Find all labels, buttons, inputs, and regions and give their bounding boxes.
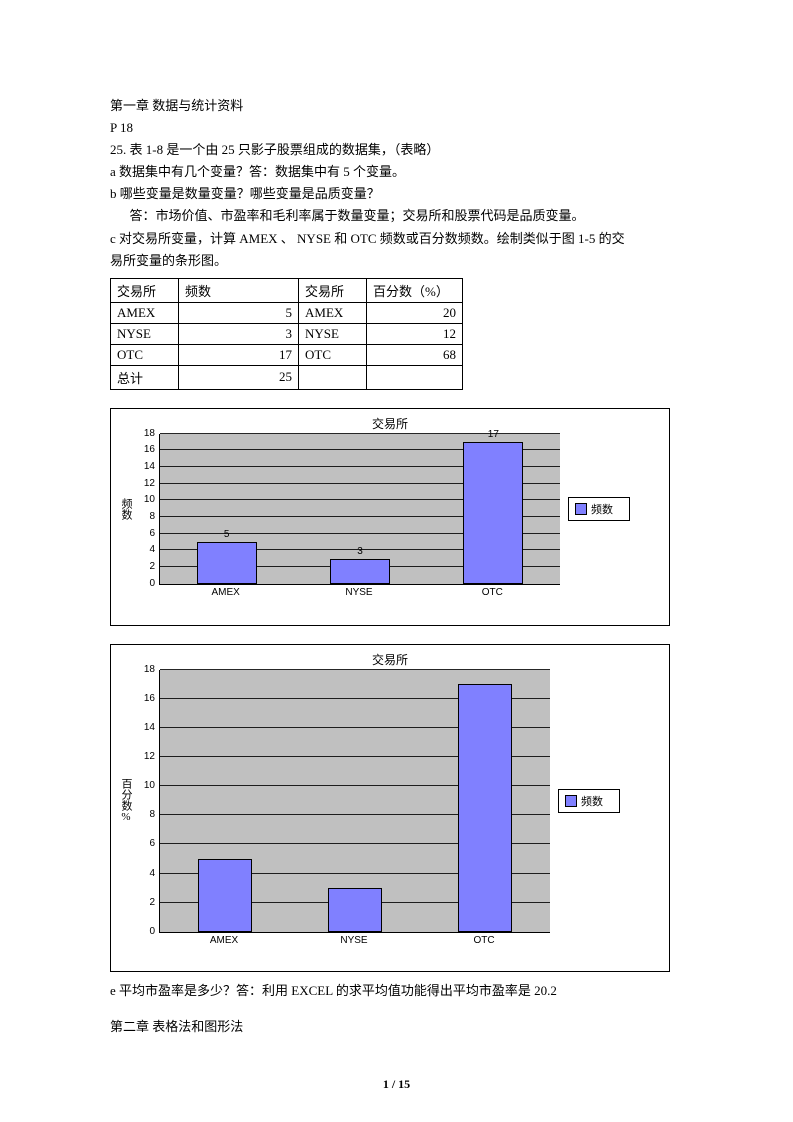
gridline [160,433,560,434]
x-tick: NYSE [292,584,425,598]
y-tick: 14 [144,461,155,472]
question-c-line2: 易所变量的条形图。 [110,250,683,272]
y-tick: 18 [144,428,155,439]
bar [197,542,257,584]
x-tick: NYSE [289,932,419,946]
table-cell: 3 [179,323,299,344]
y-tick: 4 [149,868,155,879]
table-cell: OTC [299,344,367,365]
bar [198,859,252,932]
x-tick: OTC [426,584,559,598]
table-header: 频数 [179,278,299,302]
frequency-bar-chart: 交易所频数0246810121416185317频数AMEXNYSEOTC [110,408,670,626]
legend-label: 频数 [591,501,613,517]
question-e: e 平均市盈率是多少？答：利用 EXCEL 的求平均值功能得出平均市盈率是 20… [110,980,683,1002]
bar [463,442,523,584]
legend: 频数 [568,497,630,521]
y-tick: 18 [144,664,155,675]
y-tick: 12 [144,478,155,489]
y-tick: 4 [149,544,155,555]
x-tick: AMEX [159,584,292,598]
table-cell: 68 [367,344,463,365]
table-cell: 5 [179,302,299,323]
legend-swatch [575,503,587,515]
table-cell: 12 [367,323,463,344]
bar [458,684,512,931]
table-cell: AMEX [111,302,179,323]
y-tick: 8 [149,809,155,820]
bar-value-label: 5 [224,529,230,540]
table-cell: 25 [179,365,299,389]
question-c-line1: c 对交易所变量，计算 AMEX 、 NYSE 和 OTC 频数或百分数频数。绘… [110,228,683,250]
y-tick: 6 [149,528,155,539]
percentage-bar-chart: 交易所百分数% 0 2 4 6 8 10 12 14 16 18 频数 AMEXNYSEOTC [110,644,670,972]
frequency-table: 交易所频数交易所百分数（%）AMEX5AMEX20NYSE3NYSE12OTC1… [110,278,463,390]
table-cell: NYSE [299,323,367,344]
page-number: 1 / 15 [383,1077,410,1091]
table-cell [367,365,463,389]
legend: 频数 [558,789,620,813]
y-tick: 10 [144,780,155,791]
bar-value-label: 17 [488,429,499,440]
table-cell: AMEX [299,302,367,323]
y-tick: 2 [149,897,155,908]
question-a: a 数据集中有几个变量？答：数据集中有 5 个变量。 [110,161,683,183]
y-tick: 16 [144,444,155,455]
y-axis-label: 百分数% [117,670,135,932]
y-tick: 2 [149,561,155,572]
chapter2-title: 第二章 表格法和图形法 [110,1016,683,1038]
chart-title: 交易所 [111,645,669,670]
y-tick: 6 [149,838,155,849]
chart-title: 交易所 [111,409,669,434]
y-tick: 14 [144,722,155,733]
y-tick: 12 [144,751,155,762]
x-tick: AMEX [159,932,289,946]
plot-area: 5317 [159,434,560,585]
y-tick: 16 [144,693,155,704]
bar [330,559,390,584]
chapter1-title: 第一章 数据与统计资料 [110,95,683,117]
y-tick: 8 [149,511,155,522]
table-cell [299,365,367,389]
y-tick: 0 [149,926,155,937]
y-tick: 10 [144,494,155,505]
plot-area [159,670,550,933]
question-25: 25. 表 1-8 是一个由 25 只影子股票组成的数据集，（表略） [110,139,683,161]
bar-value-label: 3 [357,546,363,557]
bar [328,888,382,932]
question-b: b 哪些变量是数量变量？哪些变量是品质变量？ [110,183,683,205]
table-cell: 20 [367,302,463,323]
page: 第一章 数据与统计资料 P 18 25. 表 1-8 是一个由 25 只影子股票… [0,0,793,1122]
y-tick: 0 [149,578,155,589]
page-footer: 1 / 15 [0,1077,793,1092]
gridline [160,669,550,670]
legend-swatch [565,795,577,807]
table-cell: NYSE [111,323,179,344]
table-cell: 17 [179,344,299,365]
x-tick: OTC [419,932,549,946]
table-cell: OTC [111,344,179,365]
page-ref: P 18 [110,117,683,139]
table-header: 百分数（%） [367,278,463,302]
table-header: 交易所 [111,278,179,302]
y-axis-label: 频数 [117,434,135,584]
legend-label: 频数 [581,793,603,809]
answer-b: 答：市场价值、市盈率和毛利率属于数量变量；交易所和股票代码是品质变量。 [110,205,683,227]
table-cell: 总计 [111,365,179,389]
table-header: 交易所 [299,278,367,302]
